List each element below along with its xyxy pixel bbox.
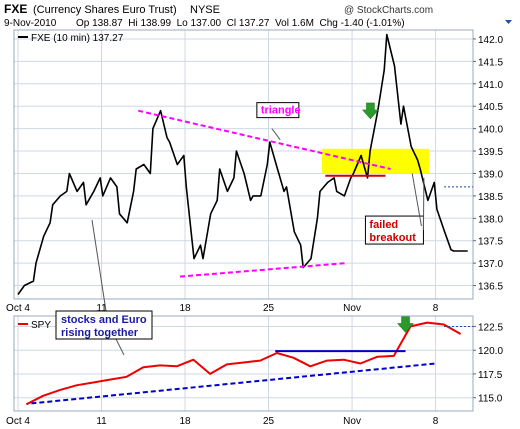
- price-annotations-under: [322, 148, 429, 174]
- y-tick-label: 141.5: [478, 57, 503, 68]
- dropdown-arrow-icon[interactable]: [505, 20, 512, 24]
- spy-y-axis: 115.0 117.5 120.0 122.5: [444, 322, 503, 405]
- y-tick-label: 120.0: [478, 346, 503, 357]
- x-tick-label: 25: [263, 416, 275, 427]
- triangle-label: triangle: [261, 105, 301, 117]
- resistance-zone: [322, 148, 429, 174]
- y-tick-label: 138.5: [478, 192, 503, 203]
- y-tick-label: 136.5: [478, 282, 503, 293]
- triangle-lower-line: [179, 262, 346, 278]
- spy-series: [25, 321, 462, 406]
- chart-symbol: FXE: [4, 2, 27, 16]
- stocks-euro-label-line1: stocks and Euro: [61, 314, 147, 326]
- bottom-x-axis-labels: Oct 4 11 18 25 Nov 8: [6, 416, 439, 427]
- price-series: [17, 33, 468, 295]
- spy-line: [25, 321, 462, 406]
- x-axis-labels: Oct 4 11 18 25 Nov 8: [6, 303, 439, 314]
- y-tick-label: 140.5: [478, 102, 503, 113]
- x-tick-label: 8: [433, 303, 439, 314]
- spy-plot-border: [13, 315, 474, 412]
- y-tick-label: 139.0: [478, 169, 503, 180]
- price-y-axis: 136.5 137.0 137.5 138.0 138.5 139.0 139.5 140.0…: [444, 35, 503, 293]
- x-tick-label: 18: [179, 416, 191, 427]
- spy-panel: 115.0 117.5 120.0 122.5 SPY: [13, 315, 503, 412]
- stocks-euro-box: [55, 310, 153, 340]
- price-legend-label: FXE (10 min) 137.27: [31, 33, 124, 44]
- stocks-euro-pointer-spy: [115, 338, 125, 356]
- failed-breakout-box: [364, 215, 424, 245]
- spy-breakout-arrow-icon: [396, 316, 415, 333]
- x-tick-label: Oct 4: [6, 303, 30, 314]
- failed-breakout-pointer-1: [411, 173, 422, 227]
- x-tick-label: Nov: [343, 303, 361, 314]
- y-tick-label: 141.0: [478, 80, 503, 91]
- x-tick-label: Nov: [343, 416, 361, 427]
- price-plot-border: [13, 29, 474, 300]
- x-tick-label: Oct 4: [6, 416, 30, 427]
- triangle-label-box: [256, 102, 300, 119]
- x-tick-label: 18: [179, 303, 191, 314]
- failed-breakout-label-line2: breakout: [369, 232, 416, 244]
- spy-legend: SPY: [18, 320, 51, 331]
- stocks-euro-label-line2: rising together: [61, 327, 139, 339]
- y-tick-label: 138.0: [478, 214, 503, 225]
- price-legend: FXE (10 min) 137.27: [18, 33, 124, 44]
- spy-uptrend-line: [31, 362, 436, 405]
- spy-legend-label: SPY: [31, 320, 51, 331]
- y-tick-label: 117.5: [478, 370, 503, 381]
- breakout-arrow-icon: [361, 102, 380, 120]
- x-tick-label: 11: [96, 416, 107, 427]
- x-tick-label: 11: [96, 303, 107, 314]
- y-tick-label: 115.0: [478, 394, 503, 405]
- y-tick-label: 137.5: [478, 237, 503, 248]
- y-tick-label: 139.5: [478, 147, 503, 158]
- chart-name: (Currency Shares Euro Trust): [33, 4, 177, 16]
- y-tick-label: 142.0: [478, 35, 503, 46]
- chart-copyright: @ StockCharts.com: [344, 5, 433, 16]
- chart-quote: Op 138.87 Hi 138.99 Lo 137.00 Cl 137.27 …: [76, 18, 405, 29]
- stocks-euro-pointer-price: [91, 219, 107, 312]
- spy-annotations-over: [31, 316, 436, 405]
- y-tick-label: 140.0: [478, 125, 503, 136]
- y-tick-label: 137.0: [478, 259, 503, 270]
- chart-exchange: NYSE: [190, 4, 220, 16]
- chart-date: 9-Nov-2010: [4, 18, 57, 29]
- triangle-upper-line: [138, 109, 391, 170]
- price-line: [17, 33, 468, 295]
- y-tick-label: 122.5: [478, 322, 503, 333]
- failed-breakout-label-line1: failed: [369, 219, 398, 231]
- x-tick-label: 8: [433, 416, 439, 427]
- triangle-pointer: [271, 128, 281, 141]
- x-tick-label: 25: [263, 303, 275, 314]
